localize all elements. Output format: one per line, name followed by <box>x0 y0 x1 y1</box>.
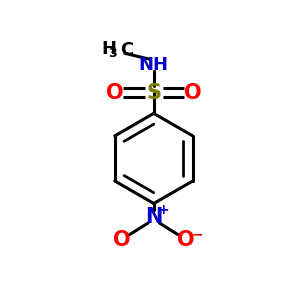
Text: −: − <box>191 228 203 242</box>
Text: +: + <box>158 203 169 218</box>
Text: N: N <box>145 207 162 227</box>
Text: 3: 3 <box>108 47 117 60</box>
Text: NH: NH <box>139 56 169 74</box>
Text: S: S <box>146 82 161 103</box>
Text: O: O <box>184 82 202 103</box>
Text: O: O <box>112 230 130 250</box>
Text: H: H <box>102 40 117 58</box>
Text: O: O <box>106 82 123 103</box>
Text: O: O <box>177 230 195 250</box>
Text: C: C <box>120 41 134 59</box>
